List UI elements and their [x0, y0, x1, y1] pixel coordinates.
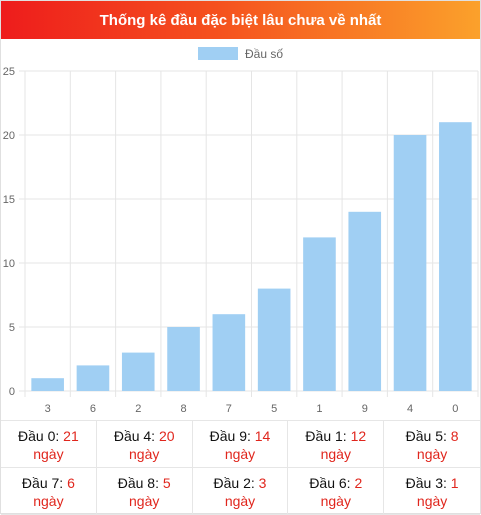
stat-label: Đầu 2:	[213, 475, 255, 491]
stats-grid: Đầu 0: 21 ngày Đầu 4: 20 ngày Đầu 9: 14 …	[1, 420, 480, 515]
card-title: Thống kê đầu đặc biệt lâu chưa về nhất	[99, 11, 382, 29]
bar-6	[76, 365, 110, 391]
bar-5	[257, 288, 291, 391]
stat-cell: Đầu 3: 1 ngày	[384, 468, 480, 515]
y-tick-label: 0	[9, 386, 15, 398]
stat-value: 8	[450, 428, 459, 444]
stat-cell: Đầu 0: 21 ngày	[1, 421, 97, 468]
stat-unit: ngày	[320, 446, 351, 462]
y-tick-label: 10	[3, 258, 15, 270]
bar-2	[121, 352, 155, 391]
chart-area: 0 5 10 15 20 25 3 6 2 8 7 5 1 9 4 0 Đầu số	[1, 39, 480, 419]
stat-label: Đầu 9:	[209, 428, 251, 444]
x-tick-label: 0	[452, 403, 458, 415]
stat-value: 14	[254, 428, 271, 444]
stat-label: Đầu 4:	[113, 428, 156, 444]
x-tick-label: 5	[271, 403, 277, 415]
stat-cell: Đầu 6: 2 ngày	[288, 468, 385, 515]
y-tick-label: 25	[3, 66, 15, 78]
stat-cell: Đầu 1: 12 ngày	[288, 421, 385, 468]
stat-unit: ngày	[129, 446, 160, 462]
stat-unit: ngày	[33, 493, 64, 509]
stat-value: 12	[350, 428, 367, 444]
stat-unit: ngày	[224, 446, 256, 462]
stat-value: 2	[354, 475, 363, 491]
stat-value: 6	[67, 475, 75, 491]
y-tick-label: 15	[3, 194, 15, 206]
stat-label: Đầu 1:	[305, 428, 347, 444]
bar-7	[212, 314, 246, 391]
stat-value: 21	[63, 428, 79, 444]
stat-cell: Đầu 5: 8 ngày	[384, 421, 480, 468]
card-header: Thống kê đầu đặc biệt lâu chưa về nhất	[1, 1, 480, 39]
bar-3	[31, 378, 64, 391]
stat-label: Đầu 7:	[21, 475, 64, 491]
stat-label: Đầu 0:	[18, 428, 60, 444]
legend-swatch	[198, 47, 238, 60]
stat-unit: ngày	[416, 446, 448, 462]
stat-label: Đầu 8:	[117, 475, 159, 491]
legend-label: Đầu số	[245, 47, 283, 61]
stat-value: 1	[450, 475, 459, 491]
x-tick-label: 3	[45, 403, 51, 415]
stat-cell: Đầu 2: 3 ngày	[192, 468, 289, 515]
stat-label: Đầu 6:	[309, 475, 351, 491]
stat-unit: ngày	[320, 493, 351, 509]
y-tick-label: 5	[9, 322, 15, 334]
x-tick-label: 8	[180, 403, 186, 415]
bar-0	[439, 122, 472, 391]
stat-value: 5	[162, 475, 171, 491]
x-tick-label: 6	[90, 403, 96, 415]
x-tick-label: 1	[316, 403, 322, 415]
bar-8	[167, 327, 200, 391]
stat-unit: ngày	[129, 493, 160, 509]
x-tick-label: 7	[226, 403, 232, 415]
bar-9	[348, 211, 382, 391]
stat-label: Đầu 3:	[405, 475, 447, 491]
stat-value: 20	[158, 428, 175, 444]
x-tick-label: 4	[407, 403, 413, 415]
stat-unit: ngày	[224, 493, 256, 509]
x-tick-label: 2	[135, 403, 141, 415]
stat-value: 3	[258, 475, 267, 491]
stat-cell: Đầu 4: 20 ngày	[96, 421, 193, 468]
stat-label: Đầu 5:	[405, 428, 447, 444]
bar-1	[303, 237, 336, 391]
stat-cell: Đầu 9: 14 ngày	[192, 421, 289, 468]
stat-cell: Đầu 8: 5 ngày	[96, 468, 193, 515]
bar-4	[393, 135, 427, 391]
stat-unit: ngày	[416, 493, 448, 509]
stat-unit: ngày	[33, 446, 64, 462]
stat-cell: Đầu 7: 6 ngày	[1, 468, 97, 515]
x-tick-label: 9	[362, 403, 368, 415]
y-tick-label: 20	[3, 130, 15, 142]
bar-chart: 0 5 10 15 20 25 3 6 2 8 7 5 1 9 4 0 Đầu số	[3, 47, 479, 415]
